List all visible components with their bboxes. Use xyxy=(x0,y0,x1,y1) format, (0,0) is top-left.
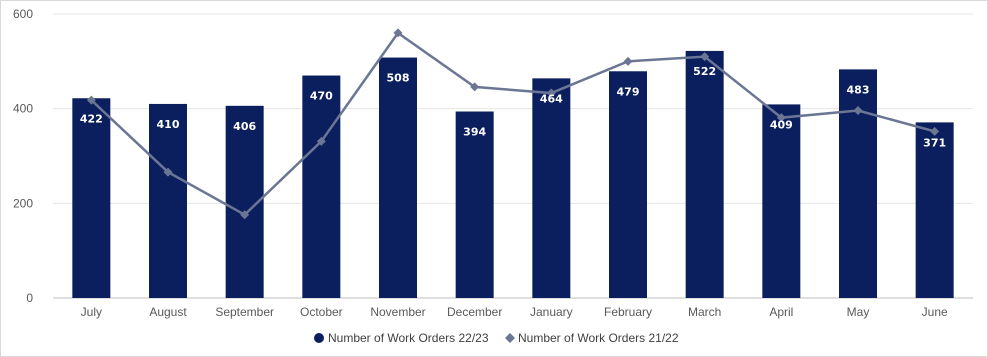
bar xyxy=(532,78,571,298)
line-point xyxy=(853,106,863,116)
data-labels: 422 410 406 470 508 394 464 479 522 409 483 371 xyxy=(80,65,946,149)
line-point xyxy=(546,88,556,98)
x-tick-label: July xyxy=(81,305,102,319)
bar-series-22-23 xyxy=(72,50,954,299)
data-label: 479 xyxy=(617,85,640,98)
data-label: 371 xyxy=(923,136,946,149)
x-tick-label: August xyxy=(149,305,187,319)
legend-marker-line xyxy=(505,333,515,343)
line-point xyxy=(393,28,403,38)
bar xyxy=(839,69,877,298)
data-label: 522 xyxy=(693,65,716,78)
x-axis: July August September October November Decemb… xyxy=(81,305,948,319)
x-tick-label: February xyxy=(604,305,652,319)
line-point xyxy=(700,52,710,62)
x-tick-label: April xyxy=(769,305,793,319)
bar xyxy=(379,57,417,299)
line-point xyxy=(623,56,633,66)
legend-marker-bar xyxy=(314,333,324,343)
data-label: 394 xyxy=(463,126,486,139)
line-point xyxy=(86,95,96,105)
data-label: 470 xyxy=(310,90,333,103)
line-point xyxy=(930,126,940,136)
x-tick-label: September xyxy=(215,305,274,319)
x-tick-label: March xyxy=(688,305,721,319)
data-label: 409 xyxy=(770,118,793,131)
bar xyxy=(915,122,954,298)
data-label: 406 xyxy=(233,120,256,133)
bar xyxy=(455,111,494,298)
data-label: 422 xyxy=(80,112,103,125)
x-tick-label: November xyxy=(370,305,425,319)
line-point xyxy=(776,113,786,123)
data-label: 508 xyxy=(387,72,410,85)
line-point xyxy=(163,167,173,177)
data-label: 410 xyxy=(157,118,180,131)
y-axis: 0 200 400 600 xyxy=(13,7,33,305)
line-point xyxy=(316,136,326,146)
bar xyxy=(302,75,341,299)
data-label: 464 xyxy=(540,92,563,105)
x-tick-label: June xyxy=(922,305,948,319)
y-tick-label: 0 xyxy=(26,291,33,305)
line-point xyxy=(240,210,250,220)
legend-label: Number of Work Orders 21/22 xyxy=(518,331,679,345)
x-tick-label: January xyxy=(530,305,573,319)
legend-label: Number of Work Orders 22/23 xyxy=(328,331,489,345)
gridlines xyxy=(53,13,973,299)
bar xyxy=(609,71,647,298)
bar xyxy=(72,98,111,299)
y-tick-label: 200 xyxy=(13,196,33,210)
bar xyxy=(762,104,801,298)
legend: Number of Work Orders 22/23 Number of Wor… xyxy=(314,331,679,345)
bar xyxy=(149,103,187,298)
line-series-21-22 xyxy=(86,28,940,220)
series-line xyxy=(90,31,935,217)
x-tick-label: December xyxy=(447,305,502,319)
bar xyxy=(685,50,724,298)
line-point xyxy=(470,82,480,92)
x-tick-label: May xyxy=(847,305,870,319)
x-tick-label: October xyxy=(300,305,343,319)
y-tick-label: 400 xyxy=(13,102,33,116)
data-label: 483 xyxy=(847,83,870,96)
y-tick-label: 600 xyxy=(13,7,33,21)
